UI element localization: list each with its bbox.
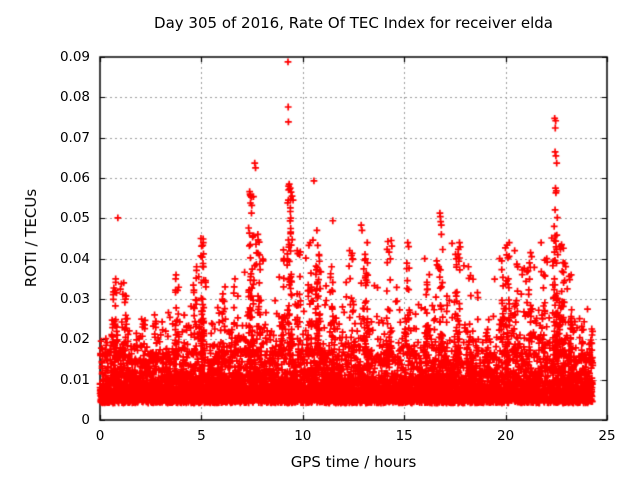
y-tick-label: 0.04 [59,250,90,267]
y-tick-label: 0.07 [59,129,90,146]
x-tick-label: 5 [197,428,206,444]
y-tick-label: 0.03 [59,291,90,307]
y-tick-label: 0.05 [59,210,90,227]
y-tick-label: 0.02 [59,331,90,348]
x-axis-label: GPS time / hours [290,453,417,471]
y-tick-label: 0.06 [59,170,90,186]
y-axis-label: ROTI / TECUs [22,188,40,288]
x-tick-label: 20 [497,428,515,444]
y-tick-label: 0.01 [59,371,90,388]
x-tick-label: 10 [294,428,312,444]
y-tick-label: 0.08 [59,89,90,106]
x-tick-label: 0 [95,428,105,444]
y-tick-label: 0 [81,412,90,428]
chart-title: Day 305 of 2016, Rate Of TEC Index for r… [154,14,553,32]
y-tick-label: 0.09 [59,49,90,65]
x-tick-label: 15 [395,428,413,444]
x-tick-label: 25 [598,428,616,444]
